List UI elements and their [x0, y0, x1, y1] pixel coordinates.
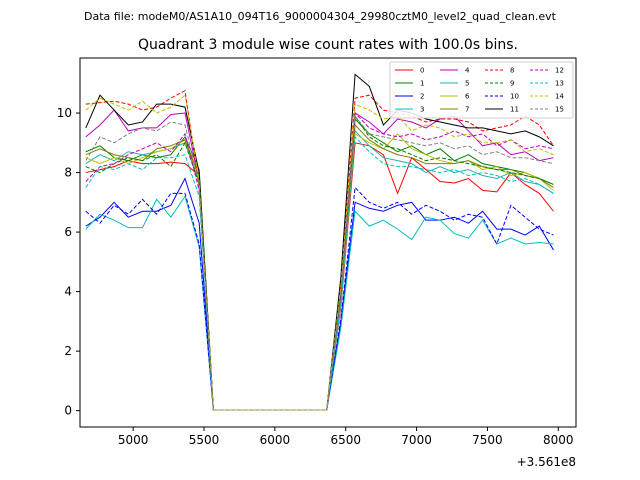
x-tick-label: 6000 — [260, 433, 291, 447]
legend-label-3: 3 — [420, 106, 424, 114]
series-line-0 — [85, 142, 554, 411]
y-tick-label: 0 — [64, 404, 72, 418]
x-tick-label: 7000 — [401, 433, 432, 447]
series-line-5 — [85, 129, 554, 411]
y-tick-label: 8 — [64, 166, 72, 180]
series-line-9 — [85, 114, 554, 411]
y-tick-label: 2 — [64, 344, 72, 358]
series-line-7 — [85, 123, 554, 411]
series-line-1 — [85, 117, 554, 411]
y-tick-label: 10 — [57, 106, 72, 120]
series-line-11 — [85, 73, 554, 411]
legend-box — [389, 61, 574, 119]
x-tick-label: 7500 — [472, 433, 503, 447]
legend-label-11: 11 — [510, 106, 519, 114]
legend-label-6: 6 — [465, 93, 470, 101]
legend-label-10: 10 — [510, 93, 519, 101]
legend-label-7: 7 — [465, 106, 469, 114]
legend-label-8: 8 — [510, 67, 514, 75]
legend-label-13: 13 — [555, 80, 564, 88]
legend-label-1: 1 — [420, 80, 424, 88]
legend-label-14: 14 — [555, 93, 564, 101]
x-tick-label: 5000 — [118, 433, 149, 447]
x-tick-label: 5500 — [189, 433, 220, 447]
y-tick-label: 4 — [64, 285, 72, 299]
series-line-8 — [85, 89, 554, 411]
legend-label-4: 4 — [465, 67, 470, 75]
series-line-15 — [85, 114, 554, 411]
series-line-14 — [85, 94, 554, 411]
chart-suptitle: Data file: modeM0/AS1A10_094T16_90000043… — [84, 10, 557, 23]
series-line-4 — [85, 109, 554, 411]
x-tick-label: 8000 — [543, 433, 574, 447]
legend-label-12: 12 — [555, 67, 564, 75]
legend-label-0: 0 — [420, 67, 424, 75]
legend-label-9: 9 — [510, 80, 514, 88]
x-axis-offset-label: +3.561e8 — [517, 455, 576, 469]
chart-title: Quadrant 3 module wise count rates with … — [138, 37, 518, 53]
plot-lines — [85, 73, 554, 411]
y-tick-label: 6 — [64, 225, 72, 239]
legend-label-5: 5 — [465, 80, 469, 88]
plot-frame — [79, 57, 577, 428]
series-line-3 — [85, 195, 554, 411]
legend-label-15: 15 — [555, 106, 564, 114]
x-tick-label: 6500 — [330, 433, 361, 447]
series-line-13 — [85, 135, 554, 411]
legend-label-2: 2 — [420, 93, 424, 101]
